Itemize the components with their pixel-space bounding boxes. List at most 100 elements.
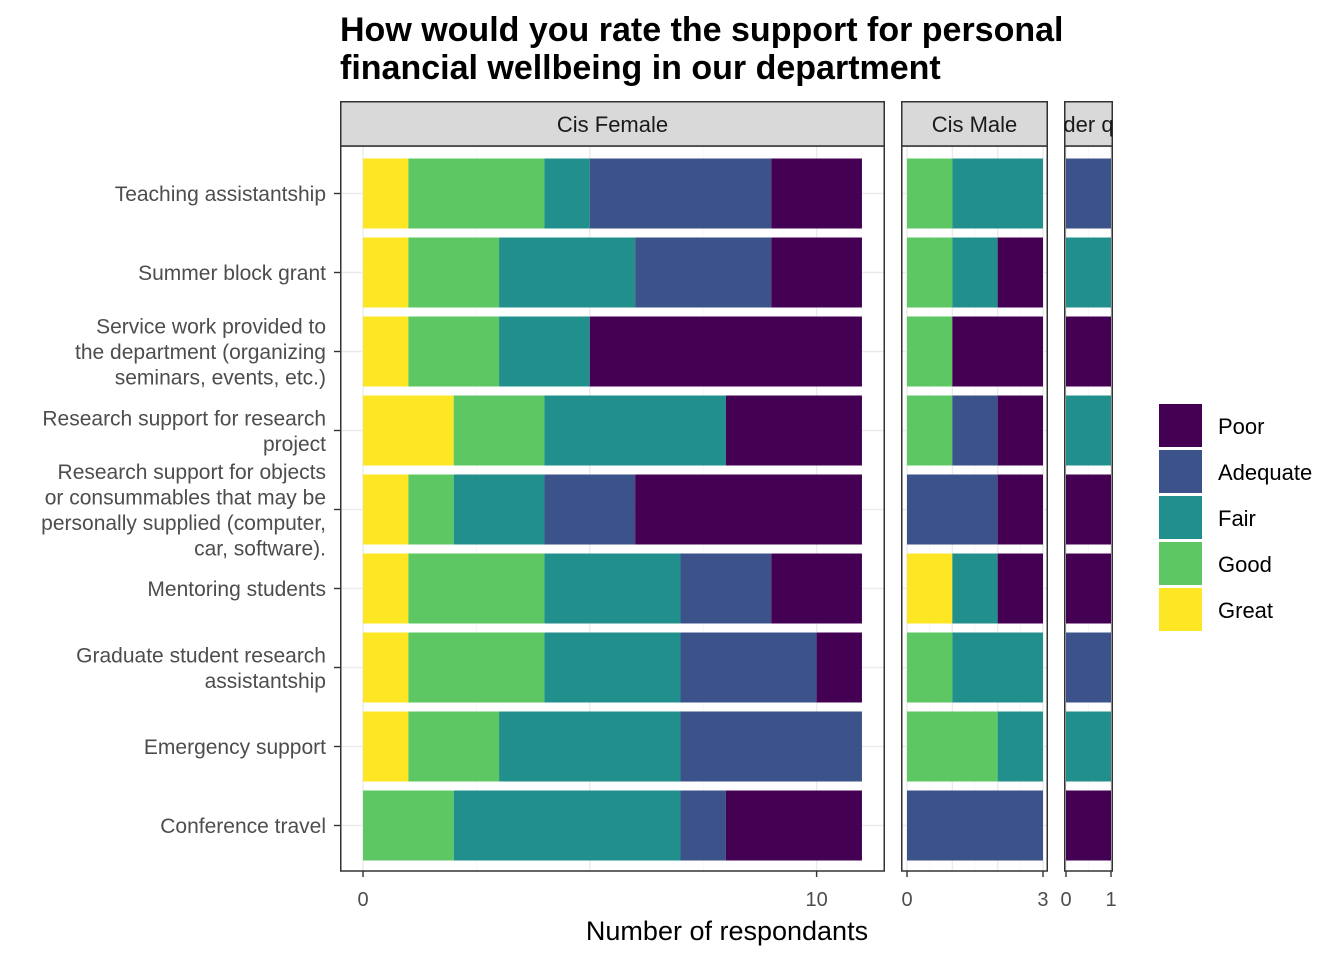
bar-segment-der-q-fair-3 (1066, 395, 1111, 466)
category-label-line: car, software). (194, 537, 326, 560)
bars-cis-male (907, 158, 1043, 861)
x-tick-label: 0 (901, 889, 912, 911)
chart-title-line-1: How would you rate the support for perso… (340, 11, 1063, 49)
bar-segment-cis-male-great-5 (907, 553, 953, 624)
bar-segment-cis-female-fair-1 (499, 237, 636, 308)
bar-segment-cis-female-good-4 (408, 474, 454, 545)
category-label-line: personally supplied (computer, (41, 512, 326, 535)
bar-segment-cis-female-poor-4 (635, 474, 862, 545)
facet-strip (901, 101, 1048, 147)
bar-segment-cis-male-adequate-3 (952, 395, 998, 466)
bar-segment-cis-male-adequate-4 (907, 474, 998, 545)
bar-segment-cis-female-great-4 (363, 474, 409, 545)
legend-key-fair (1159, 496, 1202, 539)
bar-segment-cis-female-good-3 (453, 395, 545, 466)
category-label-line: project (263, 433, 326, 456)
legend-label-good: Good (1218, 552, 1272, 577)
bar-segment-cis-female-good-7 (408, 711, 500, 782)
bar-segment-cis-female-great-5 (363, 553, 409, 624)
bar-segment-cis-female-adequate-0 (589, 158, 772, 229)
x-tick-label: 0 (357, 889, 368, 911)
bar-segment-cis-male-poor-4 (997, 474, 1043, 545)
category-label-line: Emergency support (144, 736, 326, 759)
bar-segment-cis-female-fair-0 (544, 158, 590, 229)
category-label-4: Research support for objects or consummab… (41, 461, 326, 561)
bar-segment-cis-female-fair-2 (499, 316, 590, 387)
legend-label-adequate: Adequate (1218, 460, 1312, 485)
bar-segment-cis-male-fair-7 (997, 711, 1043, 782)
bar-segment-cis-female-adequate-1 (635, 237, 772, 308)
bar-segment-der-q-poor-2 (1066, 316, 1111, 387)
x-tick-label: 0 (1060, 889, 1071, 911)
category-label-1: Summer block grant (138, 262, 326, 285)
bar-segment-cis-male-good-1 (907, 237, 953, 308)
bar-segment-cis-male-good-2 (907, 316, 953, 387)
category-label-line: Teaching assistantship (115, 183, 326, 206)
bar-segment-der-q-poor-5 (1066, 553, 1111, 624)
bar-segment-der-q-fair-7 (1066, 711, 1111, 782)
facet-strip (1064, 101, 1113, 147)
x-tick-label: 3 (1037, 889, 1048, 911)
bar-segment-cis-male-good-6 (907, 632, 953, 703)
bar-segment-cis-female-great-1 (363, 237, 409, 308)
bar-segment-cis-female-great-7 (363, 711, 409, 782)
facet-panel-der-q: der q 0 1 (1060, 101, 1117, 911)
bar-segment-cis-female-great-6 (363, 632, 409, 703)
facet-panel-cis-female: Cis Female 0 10 (340, 101, 885, 911)
bar-segment-cis-female-adequate-5 (680, 553, 772, 624)
bar-segment-cis-female-great-2 (363, 316, 409, 387)
x-tick-label: 1 (1105, 889, 1116, 911)
bar-segment-cis-female-fair-5 (544, 553, 681, 624)
bar-segment-cis-male-poor-2 (952, 316, 1043, 387)
bar-segment-der-q-adequate-6 (1066, 632, 1111, 703)
bar-segment-cis-male-fair-1 (952, 237, 998, 308)
bar-segment-cis-female-good-6 (408, 632, 545, 703)
bar-segment-cis-male-good-3 (907, 395, 953, 466)
facet-panel-cis-male: Cis Male 0 3 (901, 101, 1049, 911)
bar-segment-cis-female-fair-6 (544, 632, 681, 703)
category-label-line: assistantship (205, 670, 326, 693)
category-label-line: Research support for objects (58, 461, 326, 484)
bar-segment-der-q-fair-1 (1066, 237, 1111, 308)
bar-segment-cis-male-poor-3 (997, 395, 1043, 466)
x-axis-title: Number of respondants (586, 916, 868, 946)
bar-segment-cis-female-good-5 (408, 553, 545, 624)
legend-label-poor: Poor (1218, 414, 1264, 439)
bar-segment-cis-female-good-1 (408, 237, 500, 308)
legend-key-poor (1159, 404, 1202, 447)
bar-segment-der-q-poor-4 (1066, 474, 1111, 545)
category-label-3: Research support for research project (42, 407, 326, 456)
category-label-0: Teaching assistantship (115, 183, 326, 206)
facet-strip-label: Cis Female (557, 112, 668, 137)
bar-segment-cis-female-fair-4 (453, 474, 545, 545)
bar-segment-cis-female-adequate-6 (680, 632, 817, 703)
bar-segment-cis-female-poor-6 (816, 632, 862, 703)
facet-strip-label: der q (1063, 112, 1113, 137)
bar-segment-cis-female-great-3 (363, 395, 454, 466)
bar-segment-cis-male-fair-0 (952, 158, 1043, 229)
legend-key-adequate (1159, 450, 1202, 493)
category-label-line: Graduate student research (76, 644, 326, 667)
category-label-8: Conference travel (160, 815, 326, 838)
bar-segment-der-q-adequate-0 (1066, 158, 1111, 229)
category-label-line: Mentoring students (147, 578, 326, 601)
bar-segment-cis-female-good-2 (408, 316, 500, 387)
bar-segment-cis-female-poor-0 (771, 158, 862, 229)
bar-segment-cis-male-good-0 (907, 158, 953, 229)
bar-segment-cis-female-poor-8 (725, 790, 862, 861)
legend-key-great (1159, 588, 1202, 631)
bar-segment-cis-female-adequate-7 (680, 711, 862, 782)
legend-key-good (1159, 542, 1202, 585)
bar-segment-cis-female-good-8 (363, 790, 454, 861)
category-label-line: Summer block grant (138, 262, 326, 285)
bar-segment-cis-female-adequate-8 (680, 790, 726, 861)
category-label-7: Emergency support (144, 736, 326, 759)
bar-segment-cis-female-great-0 (363, 158, 409, 229)
category-label-6: Graduate student research assistantship (76, 644, 326, 693)
bar-segment-cis-female-fair-3 (544, 395, 726, 466)
bar-segment-cis-female-fair-7 (499, 711, 681, 782)
bar-segment-cis-female-poor-5 (771, 553, 862, 624)
bar-segment-cis-female-fair-8 (453, 790, 681, 861)
category-label-line: Conference travel (160, 815, 326, 838)
